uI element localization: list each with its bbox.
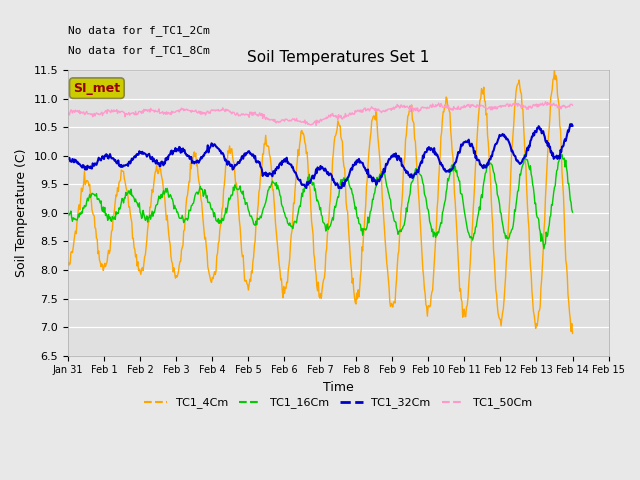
Title: Soil Temperatures Set 1: Soil Temperatures Set 1: [247, 50, 429, 65]
TC1_50Cm: [490, 106, 497, 112]
TC1_32Cm: [146, 154, 154, 159]
X-axis label: Time: Time: [323, 381, 354, 394]
TC1_4Cm: [522, 158, 529, 164]
Line: TC1_4Cm: TC1_4Cm: [68, 71, 573, 334]
TC1_50Cm: [228, 109, 236, 115]
TC1_4Cm: [489, 223, 497, 229]
TC1_32Cm: [64, 155, 72, 161]
TC1_16Cm: [558, 152, 566, 157]
TC1_50Cm: [312, 123, 320, 129]
Text: No data for f_TC1_8Cm: No data for f_TC1_8Cm: [68, 45, 210, 56]
TC1_32Cm: [228, 167, 236, 172]
TC1_32Cm: [490, 148, 497, 154]
Line: TC1_16Cm: TC1_16Cm: [68, 155, 573, 249]
TC1_4Cm: [228, 154, 236, 160]
TC1_50Cm: [198, 111, 206, 117]
TC1_16Cm: [540, 246, 548, 252]
Line: TC1_32Cm: TC1_32Cm: [68, 124, 573, 188]
TC1_4Cm: [569, 331, 577, 336]
TC1_16Cm: [228, 192, 236, 197]
TC1_50Cm: [522, 105, 530, 110]
Text: SI_met: SI_met: [74, 82, 120, 95]
TC1_16Cm: [78, 210, 86, 216]
Y-axis label: Soil Temperature (C): Soil Temperature (C): [15, 149, 28, 277]
TC1_16Cm: [64, 208, 72, 214]
TC1_4Cm: [64, 262, 72, 268]
TC1_16Cm: [198, 187, 206, 192]
TC1_32Cm: [522, 154, 530, 159]
TC1_32Cm: [569, 123, 577, 129]
TC1_16Cm: [489, 166, 497, 171]
TC1_4Cm: [78, 189, 86, 194]
Line: TC1_50Cm: TC1_50Cm: [68, 102, 573, 126]
TC1_50Cm: [541, 99, 549, 105]
TC1_50Cm: [78, 110, 86, 116]
TC1_50Cm: [569, 102, 577, 108]
TC1_32Cm: [337, 185, 345, 191]
TC1_16Cm: [146, 212, 154, 218]
TC1_50Cm: [64, 111, 72, 117]
TC1_32Cm: [198, 154, 206, 160]
Text: No data for f_TC1_2Cm: No data for f_TC1_2Cm: [68, 25, 210, 36]
TC1_32Cm: [568, 121, 575, 127]
TC1_50Cm: [146, 109, 154, 115]
TC1_4Cm: [550, 68, 558, 73]
TC1_4Cm: [198, 211, 206, 217]
TC1_16Cm: [522, 156, 529, 162]
TC1_32Cm: [78, 165, 86, 170]
TC1_4Cm: [146, 204, 154, 210]
Legend: TC1_4Cm, TC1_16Cm, TC1_32Cm, TC1_50Cm: TC1_4Cm, TC1_16Cm, TC1_32Cm, TC1_50Cm: [140, 393, 536, 413]
TC1_16Cm: [569, 209, 577, 215]
